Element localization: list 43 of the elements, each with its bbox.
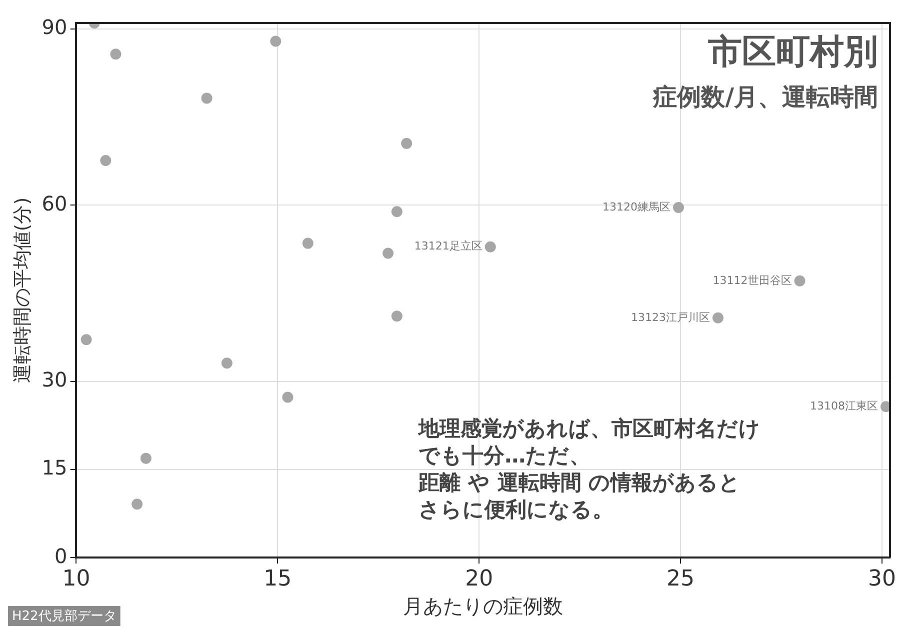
x-tick-label: 15 xyxy=(264,566,292,592)
annotation: 13121足立区 xyxy=(414,240,482,253)
chart-title: 市区町村別 xyxy=(707,32,878,72)
x-tick-label: 10 xyxy=(62,566,90,592)
annotation: 13108江東区 xyxy=(810,399,878,412)
point xyxy=(110,48,122,60)
point xyxy=(880,401,890,412)
annotation: 地理感覚があれば、市区町村名だけ xyxy=(418,416,761,440)
y-tick-label: 0 xyxy=(54,544,68,568)
point xyxy=(132,498,143,510)
point xyxy=(484,241,496,252)
y-axis-title: 運転時間の平均値(分) xyxy=(11,197,34,384)
annotation: 13120練馬区 xyxy=(602,200,671,214)
annotation: 13123江戸川区 xyxy=(630,310,710,324)
annotation: 13112世田谷区 xyxy=(712,274,792,287)
point xyxy=(401,138,412,149)
point xyxy=(270,36,282,47)
point xyxy=(282,392,294,403)
x-tick-label: 25 xyxy=(666,566,695,592)
point xyxy=(673,202,684,213)
point xyxy=(391,206,402,218)
y-tick-label: 60 xyxy=(42,191,68,216)
x-tick-label: 30 xyxy=(868,566,896,592)
annotation: 距離 や 運転時間 の情報があると xyxy=(418,470,741,494)
y-tick-label: 90 xyxy=(42,15,68,40)
point xyxy=(140,452,152,464)
text: 症例数/月、運転時間 xyxy=(652,83,878,112)
point xyxy=(100,154,112,166)
text: H22代見部データ xyxy=(12,608,116,624)
point xyxy=(80,334,92,346)
annotation: さらに便利になる。 xyxy=(418,497,614,522)
y-tick-label: 15 xyxy=(42,456,68,480)
x-tick-label: 20 xyxy=(465,566,494,592)
y-tick-label: 30 xyxy=(42,368,68,392)
point xyxy=(794,275,806,286)
point xyxy=(391,310,402,322)
point xyxy=(221,358,232,369)
point xyxy=(201,92,212,104)
annotation: でも十分…ただ、 xyxy=(418,443,591,468)
x-axis-title: 月あたりの症例数 xyxy=(403,594,564,618)
point xyxy=(302,238,314,249)
point xyxy=(382,248,394,259)
point xyxy=(712,312,724,324)
